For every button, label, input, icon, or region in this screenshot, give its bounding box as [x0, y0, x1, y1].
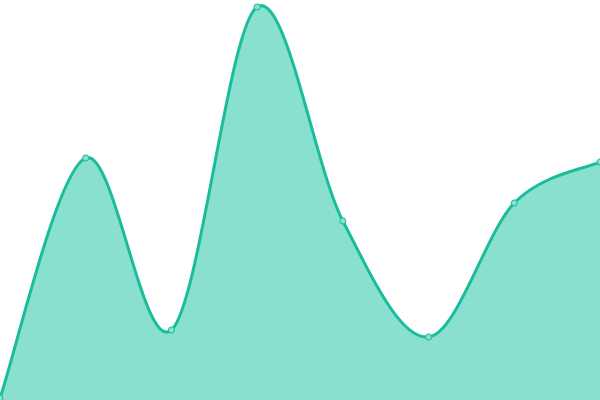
data-point: [253, 3, 261, 11]
data-point: [82, 154, 90, 162]
data-point: [167, 326, 175, 334]
area-fill: [0, 5, 600, 400]
data-points: [0, 3, 600, 400]
data-point: [0, 394, 4, 400]
data-point: [339, 217, 347, 225]
data-point: [510, 199, 518, 207]
data-point: [425, 333, 433, 341]
data-point: [596, 158, 600, 166]
